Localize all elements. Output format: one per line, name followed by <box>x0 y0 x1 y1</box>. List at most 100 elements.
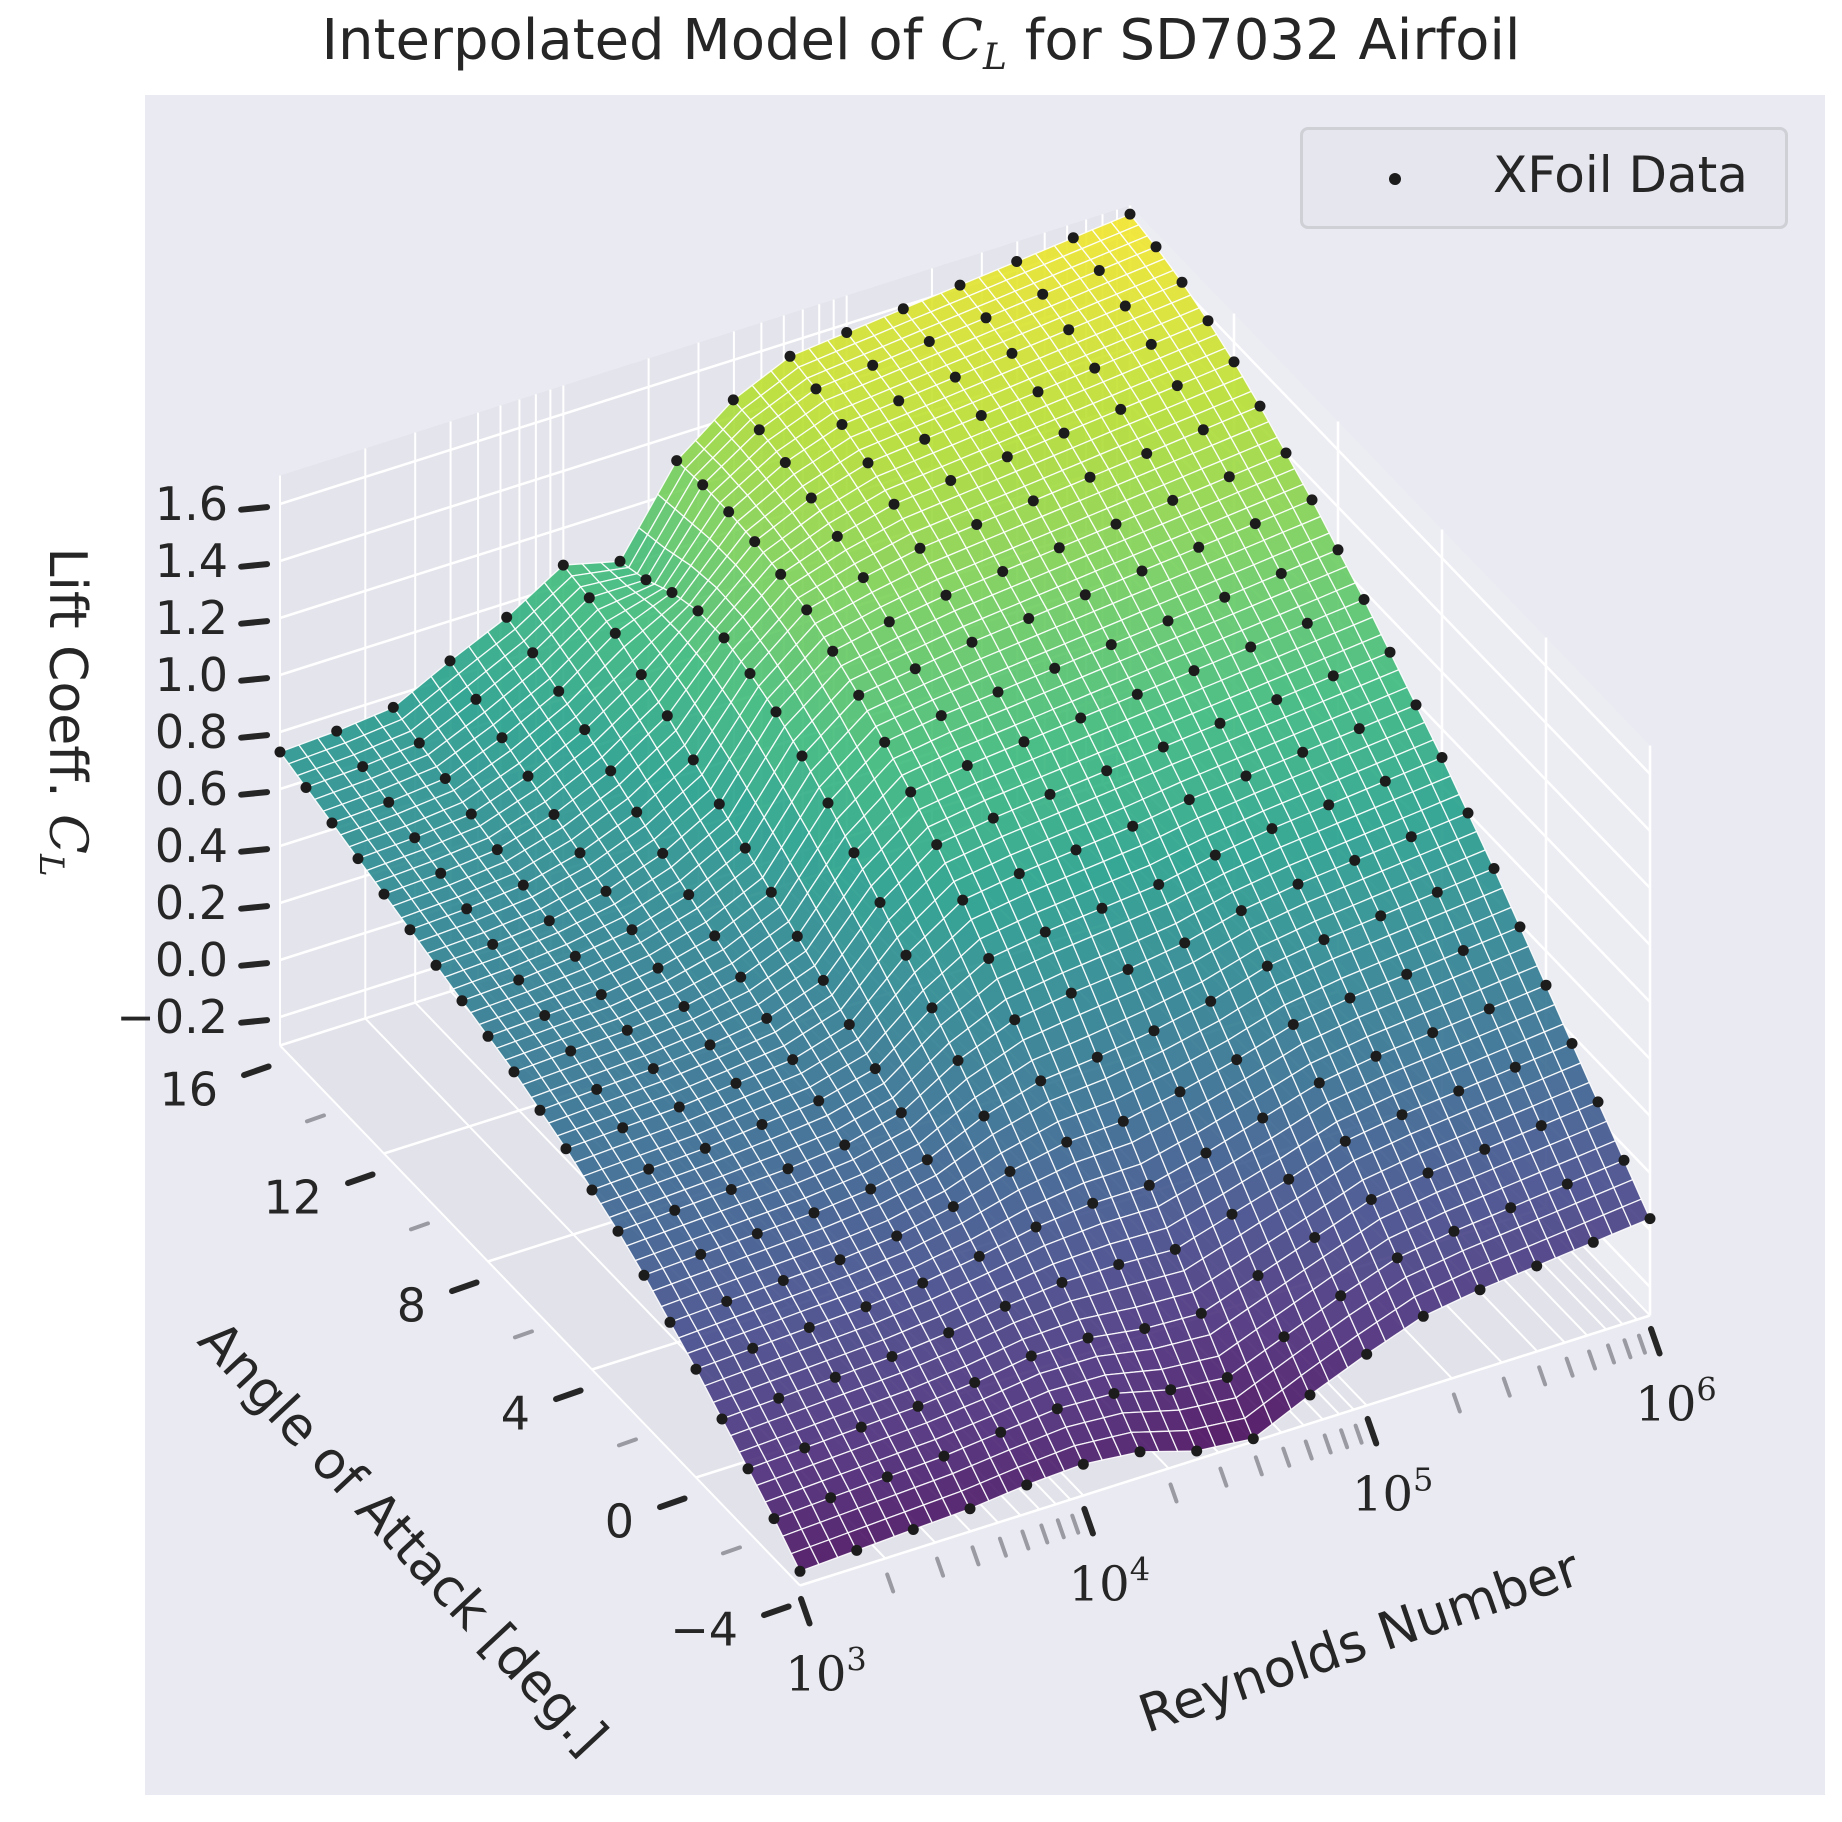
chart-title: Interpolated Model of CL for SD7032 Airf… <box>0 8 1842 78</box>
tick-mark <box>238 504 271 513</box>
data-point <box>713 798 725 810</box>
data-point <box>801 604 813 616</box>
data-point <box>739 842 751 854</box>
z-tick-label: 1.2 <box>155 591 228 645</box>
data-point <box>1134 1446 1146 1458</box>
z-tick-label: 0.6 <box>155 762 228 816</box>
data-point <box>794 1565 806 1577</box>
data-point <box>1287 1019 1299 1030</box>
legend-marker-icon <box>1389 173 1401 185</box>
data-point <box>1091 1051 1103 1063</box>
tick-mark <box>1339 1428 1350 1450</box>
data-point <box>1117 1115 1129 1127</box>
data-point <box>834 1254 846 1266</box>
surface-mesh <box>278 213 1651 1573</box>
tick-mark <box>238 789 271 798</box>
data-point <box>591 1083 603 1095</box>
data-point <box>949 371 961 383</box>
xfoil-data-points <box>274 208 1656 1577</box>
data-point <box>553 685 565 697</box>
y-tick-label: 8 <box>397 1279 426 1333</box>
data-point <box>1202 315 1214 327</box>
data-point <box>1004 1166 1016 1177</box>
data-point <box>1049 662 1061 674</box>
data-point <box>1051 1403 1063 1415</box>
grid-line-z-right <box>1129 233 1651 775</box>
z-tick-label: 1.0 <box>155 648 228 702</box>
y-tick-label: 16 <box>159 1063 218 1117</box>
data-point <box>931 839 943 851</box>
data-point <box>609 627 621 639</box>
data-point <box>1365 1194 1377 1205</box>
z-tick-label: 1.6 <box>155 477 228 531</box>
data-point <box>1240 770 1252 782</box>
data-point <box>1079 589 1091 601</box>
z-axis-label-prefix: Lift Coeff. <box>37 547 97 814</box>
data-point <box>1056 1277 1068 1288</box>
data-point <box>753 424 765 436</box>
data-point <box>557 559 569 571</box>
data-point <box>444 655 456 667</box>
data-point <box>1448 1225 1460 1237</box>
data-point <box>973 1250 985 1262</box>
tick-mark <box>408 1221 430 1232</box>
y-tick-label: 4 <box>501 1387 530 1441</box>
data-point <box>697 479 709 491</box>
data-point <box>1011 256 1023 267</box>
data-point <box>1488 863 1500 874</box>
data-point <box>496 732 508 744</box>
data-point <box>1483 1003 1495 1015</box>
data-point <box>1157 741 1169 753</box>
z-tick-label: 0.4 <box>155 819 228 873</box>
data-point <box>999 1300 1011 1312</box>
data-point <box>1018 736 1030 748</box>
data-point <box>1087 1197 1099 1209</box>
data-point <box>1644 1213 1656 1225</box>
data-point <box>914 542 926 554</box>
data-point <box>839 1139 851 1151</box>
data-point <box>791 930 803 942</box>
data-point <box>1053 542 1065 554</box>
data-point <box>997 566 1009 577</box>
data-point <box>614 555 626 567</box>
data-point <box>1618 1154 1630 1166</box>
data-point <box>1318 934 1330 946</box>
data-point <box>1261 960 1273 972</box>
data-point <box>810 383 822 395</box>
data-point <box>600 885 612 897</box>
data-point <box>964 1503 976 1515</box>
data-point <box>966 636 978 648</box>
data-point <box>1535 1120 1547 1132</box>
data-point <box>947 1201 959 1213</box>
data-point <box>1278 1331 1290 1343</box>
data-point <box>635 669 647 681</box>
data-point <box>1200 1147 1212 1159</box>
data-point <box>300 782 312 793</box>
grid-line-x-floor <box>279 1044 801 1587</box>
data-point <box>595 989 607 1001</box>
data-point <box>1257 1112 1269 1124</box>
data-point <box>1417 1310 1429 1322</box>
data-point <box>721 1295 733 1307</box>
z-tick-label: 0.8 <box>155 705 228 759</box>
tick-mark <box>238 618 271 627</box>
y-tick-label: 0 <box>605 1495 634 1549</box>
tick-mark <box>1281 1446 1292 1468</box>
data-point <box>527 647 539 659</box>
data-point <box>1221 1372 1233 1383</box>
data-point <box>1379 775 1391 787</box>
data-point <box>1124 208 1136 220</box>
data-point <box>1592 1096 1604 1108</box>
tick-mark <box>1020 1529 1031 1551</box>
data-point <box>678 1001 690 1012</box>
z-tick-label: 1.4 <box>155 534 228 588</box>
data-point <box>992 686 1004 698</box>
tick-mark <box>797 1595 813 1627</box>
data-point <box>461 903 473 915</box>
data-point <box>1561 1178 1573 1190</box>
data-point <box>881 1471 893 1483</box>
data-point <box>1566 1038 1578 1049</box>
data-point <box>543 915 555 927</box>
data-point <box>1271 694 1283 706</box>
data-point <box>669 1204 681 1216</box>
